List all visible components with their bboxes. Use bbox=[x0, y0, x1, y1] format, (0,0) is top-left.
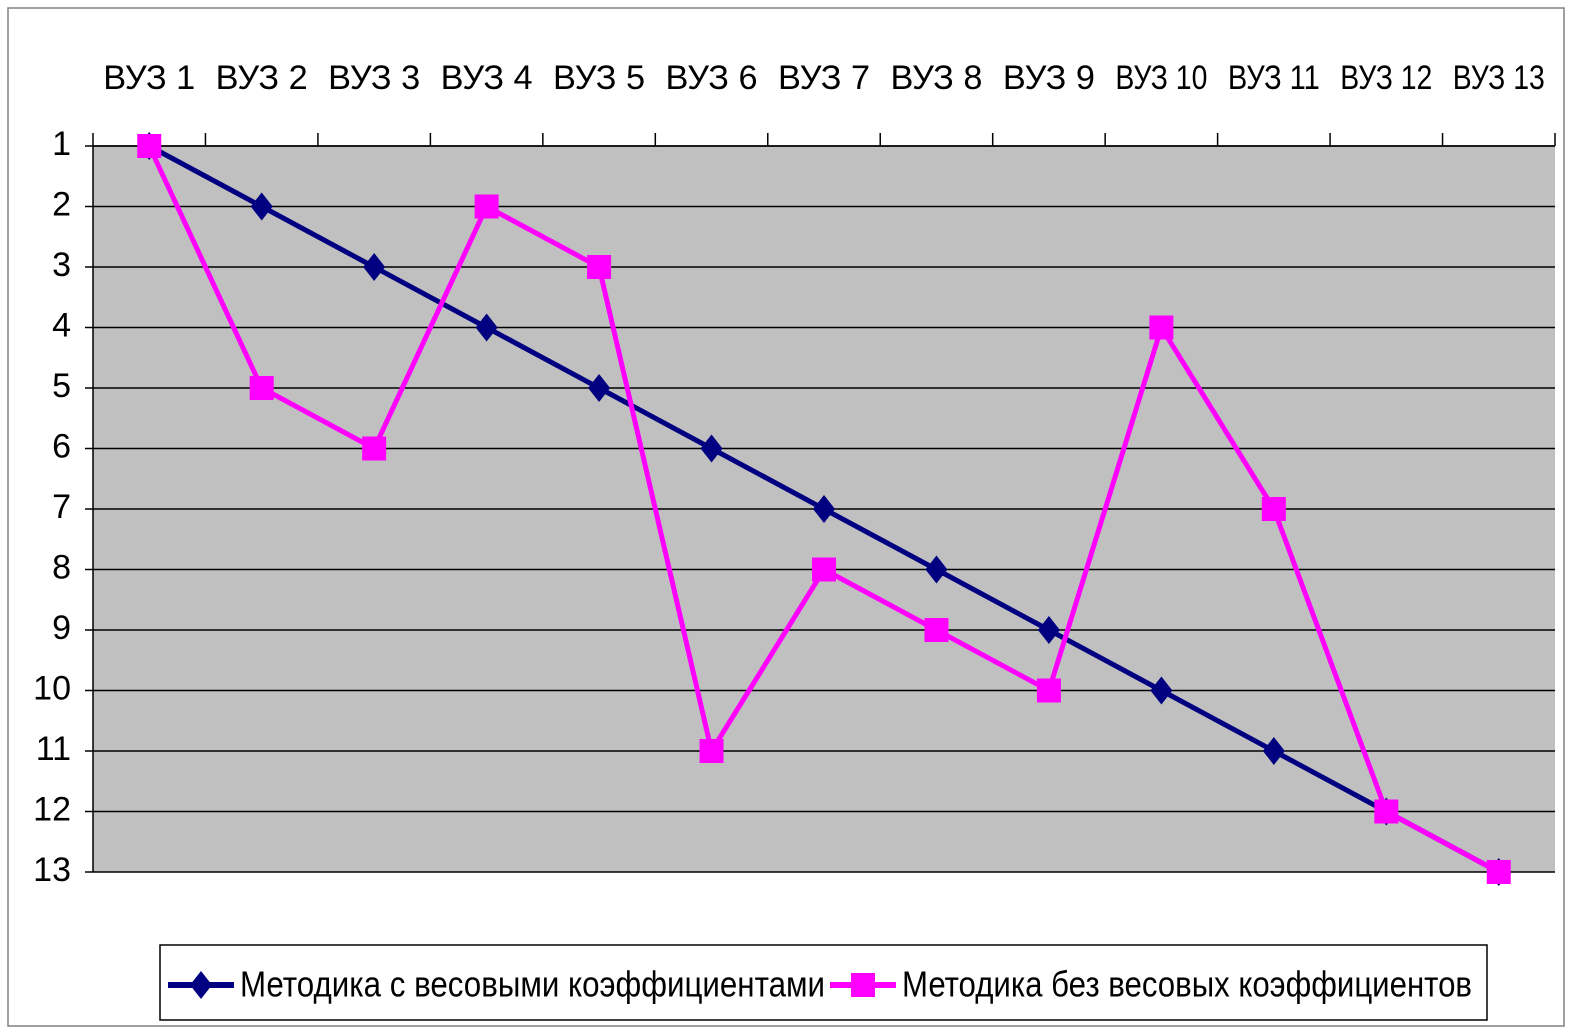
x-tick-label: ВУЗ 12 bbox=[1340, 59, 1432, 97]
y-tick-label: 3 bbox=[52, 246, 71, 284]
x-tick-label: ВУЗ 6 bbox=[666, 59, 758, 97]
y-tick-label: 1 bbox=[52, 125, 71, 163]
point bbox=[812, 557, 836, 582]
point bbox=[1149, 315, 1174, 340]
y-tick-label: 5 bbox=[52, 367, 71, 405]
point bbox=[1150, 676, 1173, 705]
point bbox=[700, 434, 723, 463]
y-tick-label: 7 bbox=[52, 488, 71, 526]
x-tick-label: ВУЗ 1 bbox=[103, 59, 195, 97]
point bbox=[1262, 737, 1285, 765]
point bbox=[474, 194, 499, 219]
x-tick-label: ВУЗ 9 bbox=[1003, 59, 1095, 97]
y-tick-label: 11 bbox=[36, 730, 71, 768]
x-tick-label: ВУЗ 13 bbox=[1453, 59, 1545, 97]
point bbox=[588, 374, 611, 402]
x-tick-label: ВУЗ 8 bbox=[890, 59, 982, 97]
y-tick-label: 6 bbox=[52, 427, 71, 465]
point bbox=[1037, 616, 1060, 644]
point bbox=[587, 255, 612, 279]
x-tick-label: ВУЗ 10 bbox=[1115, 59, 1207, 97]
point bbox=[190, 971, 212, 999]
point bbox=[362, 436, 387, 461]
point bbox=[925, 555, 948, 584]
point bbox=[475, 313, 498, 342]
point bbox=[1374, 799, 1399, 824]
x-tick-label: ВУЗ 7 bbox=[778, 59, 870, 97]
point bbox=[249, 376, 274, 400]
y-tick-label: 12 bbox=[33, 790, 71, 828]
point bbox=[137, 134, 162, 158]
y-tick-label: 10 bbox=[33, 669, 71, 707]
point bbox=[1486, 860, 1511, 884]
point bbox=[851, 973, 875, 997]
point bbox=[1261, 497, 1286, 521]
legend-label: Методика с весовыми коэффициентами bbox=[240, 964, 825, 1005]
x-tick-label: ВУЗ 4 bbox=[441, 59, 533, 97]
point bbox=[924, 618, 949, 642]
x-tick-label: ВУЗ 3 bbox=[328, 59, 420, 97]
y-tick-label: 2 bbox=[52, 185, 71, 223]
point bbox=[1036, 678, 1061, 703]
point bbox=[363, 253, 386, 281]
legend-label: Методика без весовых коэффициентов bbox=[902, 964, 1472, 1005]
x-tick-label: ВУЗ 2 bbox=[216, 59, 308, 97]
point bbox=[699, 739, 724, 763]
point bbox=[813, 495, 835, 523]
legend-box bbox=[159, 944, 1488, 1021]
x-tick-label: ВУЗ 5 bbox=[553, 59, 645, 97]
y-tick-label: 8 bbox=[52, 548, 71, 586]
y-tick-label: 9 bbox=[52, 609, 71, 647]
y-tick-label: 13 bbox=[33, 851, 71, 889]
y-tick-label: 4 bbox=[52, 306, 71, 344]
x-tick-label: ВУЗ 11 bbox=[1228, 59, 1320, 97]
point bbox=[250, 192, 273, 221]
